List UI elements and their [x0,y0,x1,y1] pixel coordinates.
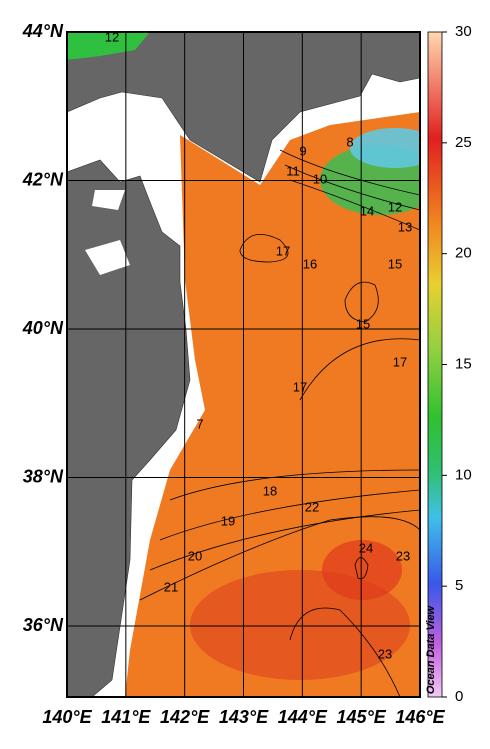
colorbar-label: 5 [455,577,463,594]
contour-line [149,509,420,571]
lon-label: 146°E [395,707,445,727]
colorbar-label: 15 [455,355,472,372]
lon-label: 140°E [42,707,92,727]
contour-line [289,607,401,697]
lat-label: 36°N [23,615,64,635]
contour-line [299,338,420,401]
lon-label: 143°E [219,707,269,727]
lon-label: 144°E [278,707,328,727]
contour-label: 17 [276,243,290,258]
contour-label: 18 [263,483,277,498]
colorbar-label: 10 [455,466,472,483]
lat-label: 40°N [22,318,64,338]
green-patch-nw [67,32,150,60]
contour-label: 8 [346,134,353,149]
colorbar-label: 0 [455,688,463,705]
lon-label: 141°E [101,707,151,727]
map-area [67,32,420,697]
warm-core [322,540,402,600]
inlet [92,190,125,210]
lat-label: 38°N [23,466,64,486]
map-frame [66,31,421,698]
contour-label: 12 [105,29,119,44]
lat-label: 42°N [22,169,64,189]
contour-label: 23 [396,548,410,563]
contour-label: 19 [221,513,235,528]
contour-label: 14 [360,203,374,218]
colorbar-label: 20 [455,245,472,262]
contour-label: 23 [378,646,392,661]
inlet [85,240,130,275]
land-honshu [67,159,191,697]
contour-label: 7 [196,416,203,431]
contour-label: 10 [313,171,327,186]
contour-label: 12 [388,199,402,214]
cold-patch [350,128,420,168]
colorbar-label: 30 [455,23,472,40]
contour-line [239,233,289,263]
contour-label: 17 [393,354,407,369]
contour-line [139,516,420,601]
contour-label: 17 [293,379,307,394]
contour-label: 24 [359,540,373,555]
colorbar-label: 25 [455,134,472,151]
colorbar [427,31,443,698]
contour-label: 13 [398,219,412,234]
contour-label: 11 [286,163,300,178]
contour-line [279,149,420,196]
contour-label: 15 [388,256,402,271]
contour-label: 21 [164,579,178,594]
contour-line [344,281,379,323]
contour-line [284,164,420,211]
contour-label: 22 [305,499,319,514]
contour-label: 9 [299,143,306,158]
lat-label: 44°N [22,21,64,41]
lon-label: 142°E [160,707,210,727]
contour-label: 15 [356,316,370,331]
lon-label: 145°E [337,707,387,727]
watermark: Ocean Data View [425,604,437,694]
contour-label: 20 [188,548,202,563]
contour-line [289,179,420,231]
contour-label: 16 [303,256,317,271]
